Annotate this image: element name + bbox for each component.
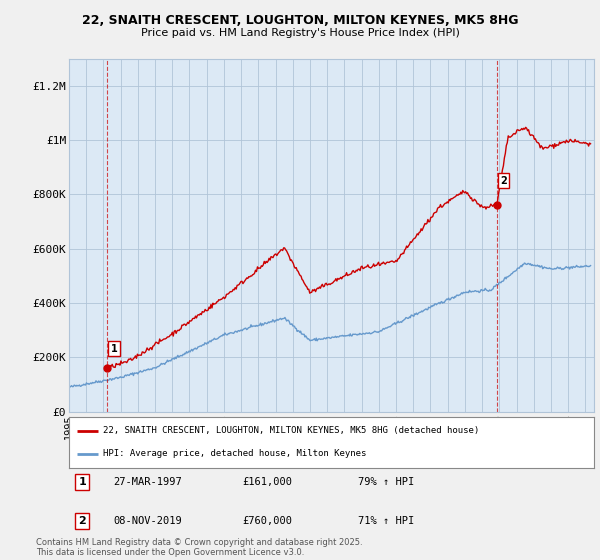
- Text: Price paid vs. HM Land Registry's House Price Index (HPI): Price paid vs. HM Land Registry's House …: [140, 28, 460, 38]
- Text: Contains HM Land Registry data © Crown copyright and database right 2025.
This d: Contains HM Land Registry data © Crown c…: [36, 538, 362, 557]
- Text: £760,000: £760,000: [242, 516, 292, 526]
- Text: £161,000: £161,000: [242, 477, 292, 487]
- Text: 1: 1: [78, 477, 86, 487]
- Text: 71% ↑ HPI: 71% ↑ HPI: [358, 516, 414, 526]
- Text: HPI: Average price, detached house, Milton Keynes: HPI: Average price, detached house, Milt…: [103, 450, 367, 459]
- Text: 22, SNAITH CRESCENT, LOUGHTON, MILTON KEYNES, MK5 8HG (detached house): 22, SNAITH CRESCENT, LOUGHTON, MILTON KE…: [103, 426, 479, 435]
- Text: 1: 1: [111, 344, 118, 353]
- Text: 2: 2: [78, 516, 86, 526]
- Text: 2: 2: [500, 176, 507, 185]
- Text: 22, SNAITH CRESCENT, LOUGHTON, MILTON KEYNES, MK5 8HG: 22, SNAITH CRESCENT, LOUGHTON, MILTON KE…: [82, 14, 518, 27]
- Text: 79% ↑ HPI: 79% ↑ HPI: [358, 477, 414, 487]
- Text: 27-MAR-1997: 27-MAR-1997: [113, 477, 182, 487]
- Text: 08-NOV-2019: 08-NOV-2019: [113, 516, 182, 526]
